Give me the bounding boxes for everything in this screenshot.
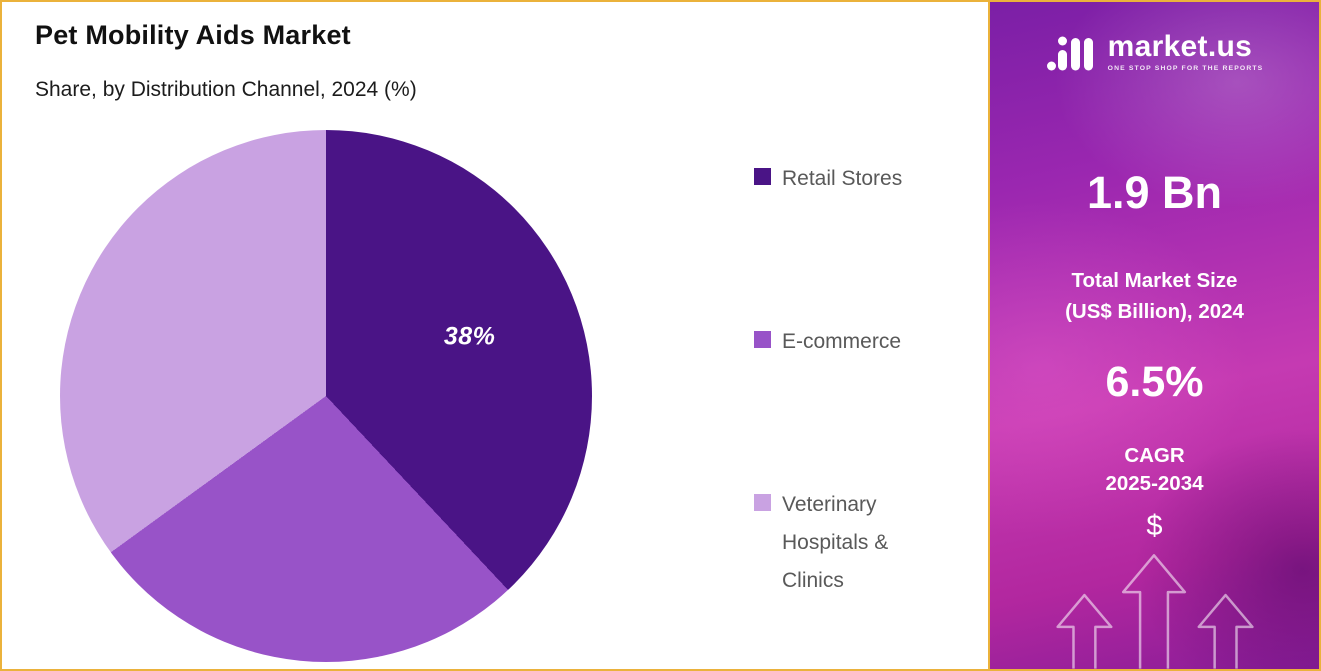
pie-chart: 38% [60, 130, 592, 662]
logo-text-block: market.us ONE STOP SHOP FOR THE REPORTS [1107, 30, 1264, 73]
market-size-value: 1.9 Bn [1086, 167, 1223, 218]
legend-item-veterinary: Veterinary Hospitals & Clinics [754, 486, 940, 600]
cagr-value: 6.5% [1105, 358, 1204, 406]
market-size-label-line1: Total Market Size [1071, 269, 1238, 292]
page-title: Pet Mobility Aids Market [35, 20, 351, 50]
logo-tagline: ONE STOP SHOP FOR THE REPORTS [1107, 65, 1264, 72]
chart-subtitle: Share, by Distribution Channel, 2024 (%) [35, 78, 417, 101]
logo-name: market.us [1107, 30, 1253, 63]
legend-item-ecommerce: E-commerce [754, 323, 940, 361]
legend-swatch-ecommerce [754, 331, 771, 348]
brand-stats-panel: market.us ONE STOP SHOP FOR THE REPORTS … [988, 2, 1319, 669]
marketus-logo-mark [1046, 36, 1093, 71]
legend-swatch-veterinary [754, 494, 771, 511]
legend-swatch-retail-stores [754, 168, 771, 185]
market-size-label-line2: (US$ Billion), 2024 [1065, 300, 1244, 323]
cagr-label-line2: 2025-2034 [1105, 472, 1204, 495]
growth-arrows-icon [1056, 554, 1254, 669]
cagr-label-line1: CAGR [1124, 444, 1185, 467]
legend-item-retail-stores: Retail Stores [754, 160, 940, 198]
dollar-icon: $ [1146, 510, 1163, 542]
legend-label: E-commerce [782, 330, 902, 353]
cagr-label: CAGR 2025-2034 [990, 442, 1319, 498]
legend-label: Retail Stores [782, 167, 903, 190]
legend-label: Veterinary Hospitals & Clinics [782, 493, 889, 592]
market-size-label: Total Market Size (US$ Billion), 2024 [990, 265, 1319, 327]
marketus-logo: market.us ONE STOP SHOP FOR THE REPORTS [990, 32, 1319, 72]
chart-area: Pet Mobility Aids Market Share, by Distr… [2, 2, 988, 669]
pie-slice-label: 38% [443, 322, 496, 351]
